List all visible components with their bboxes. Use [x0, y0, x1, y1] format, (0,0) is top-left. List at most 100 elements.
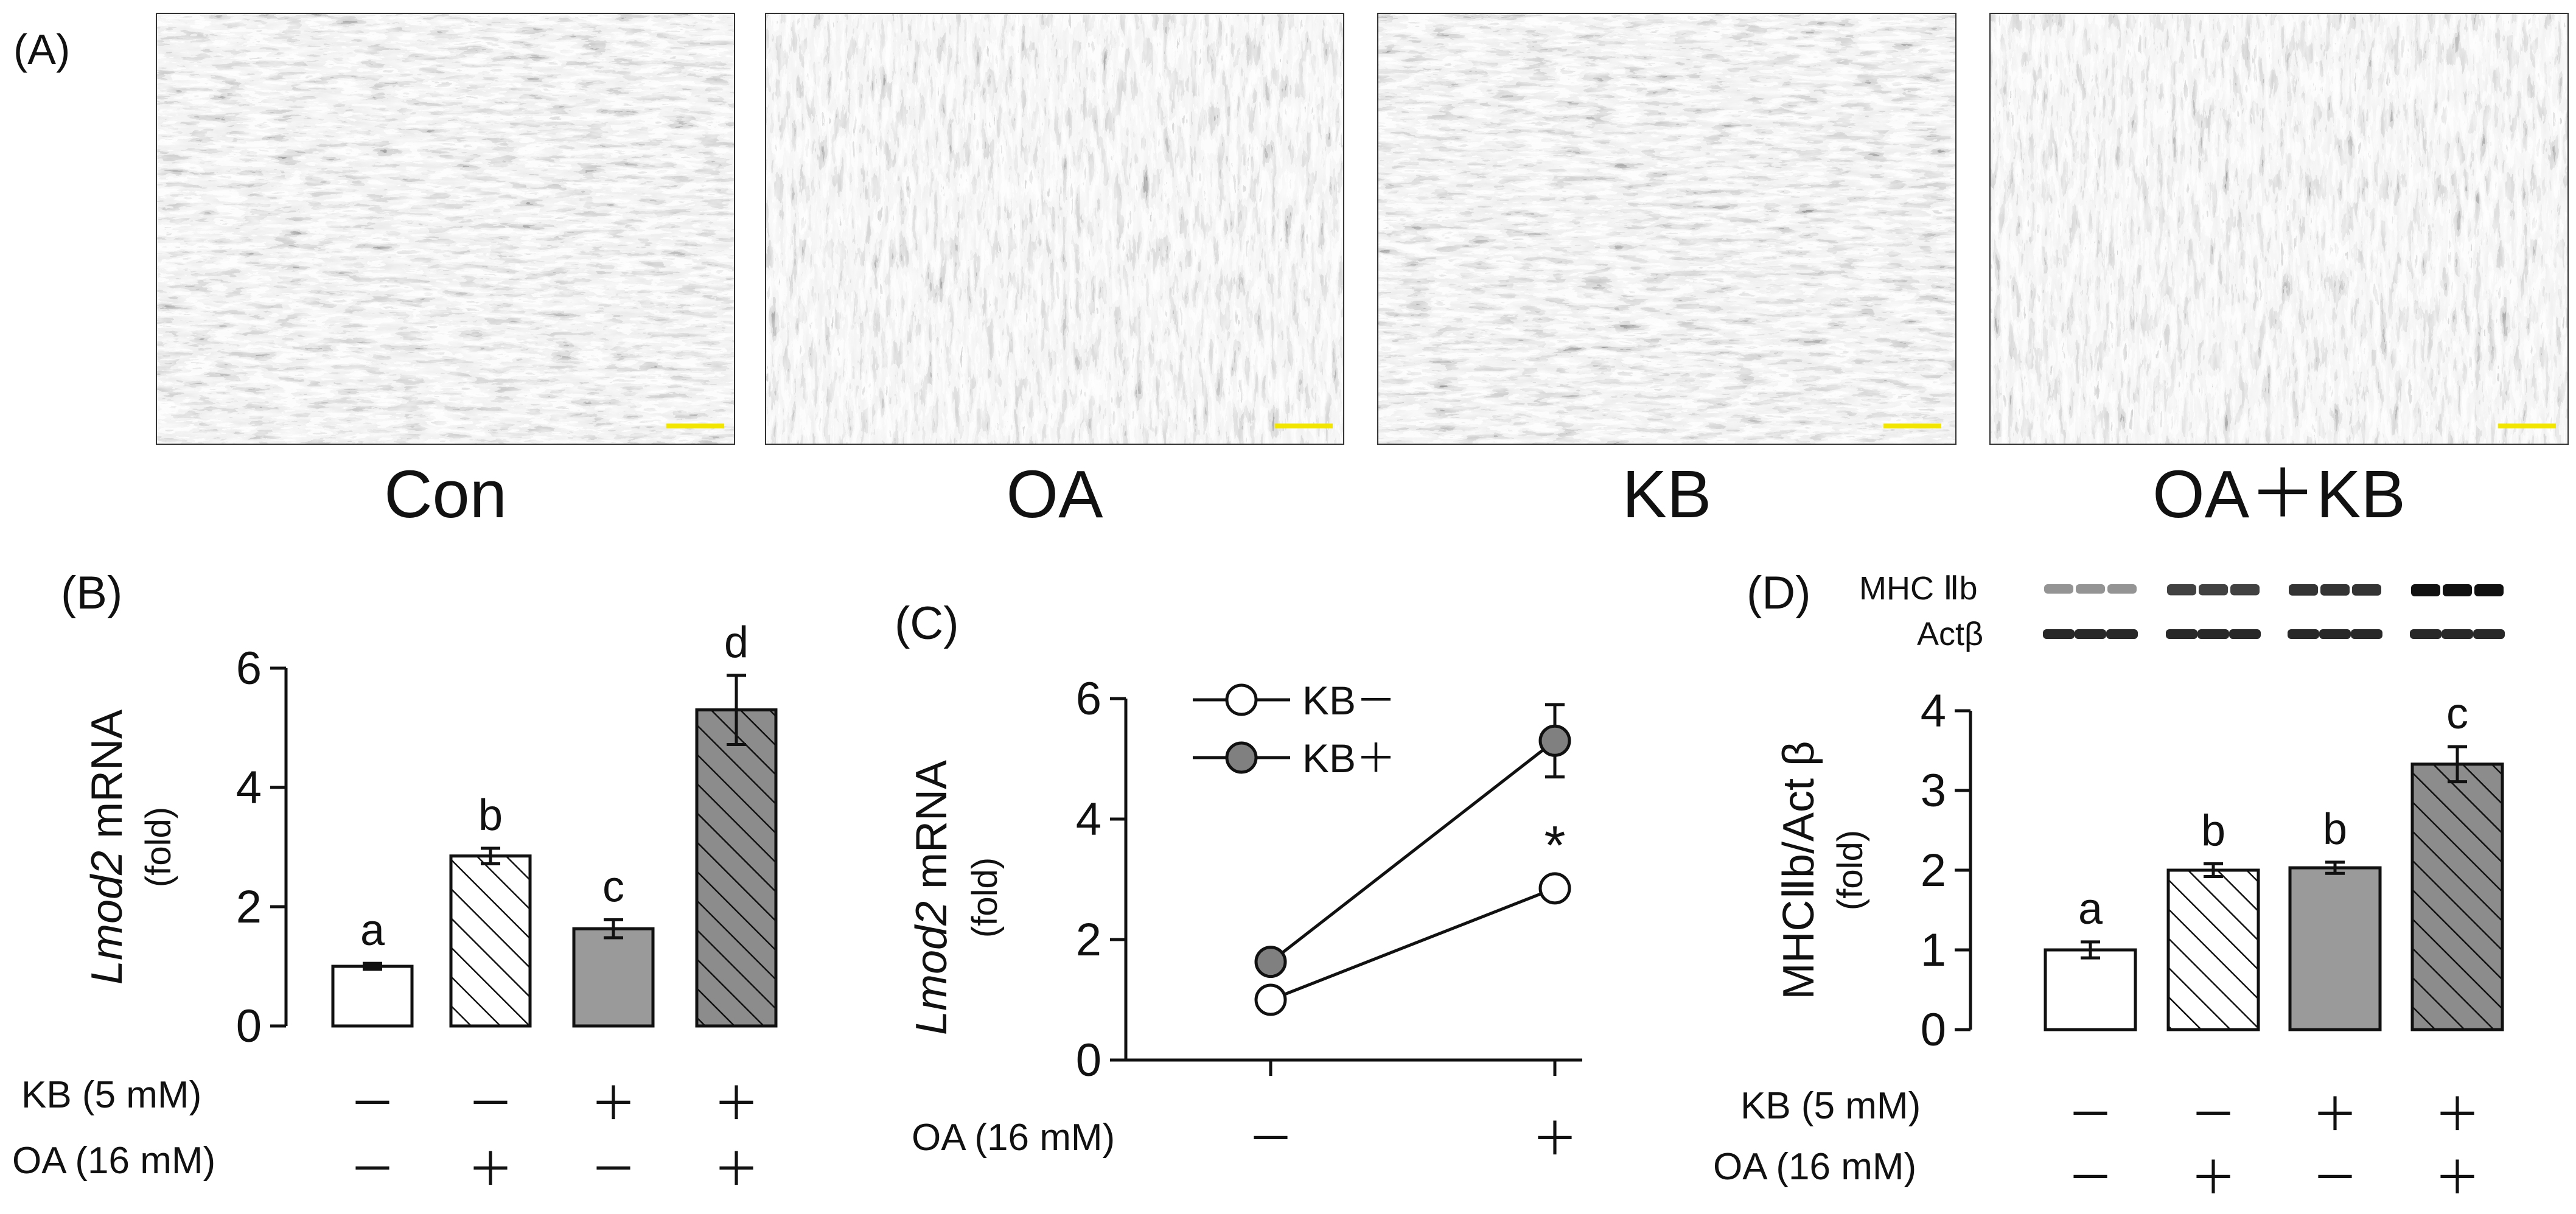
data-point: [1254, 983, 1287, 1016]
series-line: [1270, 887, 1555, 1002]
y-tick-label: 6: [1076, 673, 1101, 725]
y-tick-label: 0: [1076, 1034, 1101, 1086]
kb-sign: －: [2190, 1089, 2236, 1141]
kb-sign: ＋: [2312, 1089, 2358, 1141]
bar: [2410, 762, 2504, 1031]
kb-label-b: KB (5 mM): [21, 1074, 201, 1116]
oa-sign: －: [1248, 1114, 1294, 1165]
band-actin: [2166, 629, 2197, 639]
data-point: [1538, 724, 1571, 757]
oa-sign: －: [590, 1144, 637, 1196]
oa-sign: ＋: [467, 1144, 514, 1196]
micrograph-con: [156, 13, 735, 445]
chart-b: 0 2 4 6 a b c d Lmod2 mRNA (fold) － － ＋ ＋ － ＋ － ＋: [83, 618, 778, 1196]
significance-letter: a: [2078, 885, 2103, 933]
band-actin: [2319, 629, 2351, 639]
band-actin: [2351, 629, 2382, 639]
micrograph-label-kb: KB: [1622, 457, 1712, 532]
oa-sign: ＋: [1532, 1114, 1578, 1165]
band-mhc: [2044, 584, 2073, 594]
band-mhc: [2411, 584, 2440, 596]
blot-label-mhc: MHC Ⅱb: [1859, 570, 1978, 607]
chart-c: 0 2 4 6 － ＋ Lmod2 mRNA (fold) * KB－ KB＋: [907, 673, 1582, 1165]
micrograph-oa-kb: [1989, 13, 2569, 445]
y-tick-label: 1: [1921, 924, 1946, 976]
y-tick-label: 4: [1076, 794, 1101, 845]
significance-letter: b: [2323, 805, 2347, 854]
oa-sign: －: [2067, 1153, 2114, 1204]
significance-star: *: [1544, 815, 1565, 876]
panel-label-b: (B): [61, 567, 122, 619]
band-mhc: [2443, 584, 2472, 596]
y-tick-label: 3: [1921, 765, 1946, 817]
oa-sign: ＋: [2434, 1153, 2480, 1204]
series-line: [1269, 739, 1556, 963]
y-tick-label: 4: [236, 762, 262, 814]
significance-letter: c: [2446, 689, 2468, 738]
bar: [695, 708, 778, 1028]
micrograph-label-con: Con: [384, 457, 507, 532]
kb-sign: ＋: [590, 1078, 637, 1130]
bar: [331, 965, 414, 1028]
bar: [2044, 948, 2137, 1031]
band-mhc: [2320, 584, 2350, 596]
y-tick-label: 6: [236, 643, 262, 694]
oa-label-c: OA (16 mM): [912, 1117, 1115, 1159]
kb-label-d: KB (5 mM): [1740, 1085, 1921, 1127]
legend-marker: [1225, 741, 1258, 774]
band-actin: [2288, 629, 2319, 639]
significance-letter: d: [724, 618, 749, 667]
bar: [2288, 866, 2382, 1031]
oa-sign: ＋: [2190, 1153, 2236, 1204]
oa-label-d: OA (16 mM): [1713, 1146, 1916, 1188]
legend-label: KB＋: [1302, 736, 1396, 781]
y-axis-unit: (fold): [139, 807, 178, 887]
micrograph-oa: [765, 13, 1344, 445]
band-mhc: [2352, 584, 2381, 596]
blot-label-act: Actβ: [1917, 616, 1983, 652]
y-axis-label: Lmod2 mRNA: [83, 710, 131, 985]
data-point: [1254, 946, 1287, 979]
band-mhc: [2474, 584, 2504, 596]
significance-letter: a: [360, 906, 385, 955]
band-mhc: [2199, 584, 2228, 596]
panel-label-a: (A): [13, 26, 70, 73]
micrograph-kb: [1377, 13, 1956, 445]
y-tick-label: 2: [236, 881, 262, 933]
band-actin: [2197, 629, 2229, 639]
y-tick-label: 0: [236, 1000, 262, 1052]
band-mhc: [2167, 584, 2196, 596]
band-actin: [2473, 629, 2505, 639]
band-mhc: [2230, 584, 2260, 596]
kb-sign: ＋: [713, 1078, 759, 1130]
kb-sign: －: [349, 1078, 396, 1130]
significance-letter: b: [478, 791, 503, 840]
y-axis-label: Lmod2 mRNA: [907, 760, 956, 1035]
y-tick-label: 4: [1921, 685, 1946, 737]
bar: [449, 854, 532, 1028]
y-tick-label: 0: [1921, 1004, 1946, 1056]
panel-label-c: (C): [895, 598, 959, 649]
oa-sign: ＋: [713, 1144, 759, 1196]
oa-sign: －: [349, 1144, 396, 1196]
band-mhc: [2076, 584, 2105, 594]
band-actin: [2442, 629, 2473, 639]
band-actin: [2106, 629, 2138, 639]
panel-label-d: (D): [1747, 567, 1811, 619]
y-axis-label: MHCⅡb/Act β: [1775, 741, 1823, 1000]
chart-d: 0 1 2 3 4 a b b c MHCⅡb/Act β (fold) － － ＋ ＋ － ＋ － ＋: [1775, 685, 2504, 1204]
oa-label-b: OA (16 mM): [12, 1140, 215, 1182]
legend-label: KB－: [1302, 678, 1396, 723]
band-actin: [2043, 629, 2075, 639]
legend-marker: [1225, 683, 1258, 716]
data-point: [1538, 872, 1571, 905]
y-axis-unit: (fold): [965, 857, 1005, 938]
kb-sign: －: [2067, 1089, 2114, 1141]
y-axis-unit: (fold): [1831, 830, 1870, 910]
micrograph-label-oa: OA: [1007, 457, 1104, 532]
significance-letter: b: [2201, 807, 2225, 856]
band-actin: [2075, 629, 2106, 639]
oa-sign: －: [2312, 1153, 2358, 1204]
y-tick-label: 2: [1921, 845, 1946, 896]
